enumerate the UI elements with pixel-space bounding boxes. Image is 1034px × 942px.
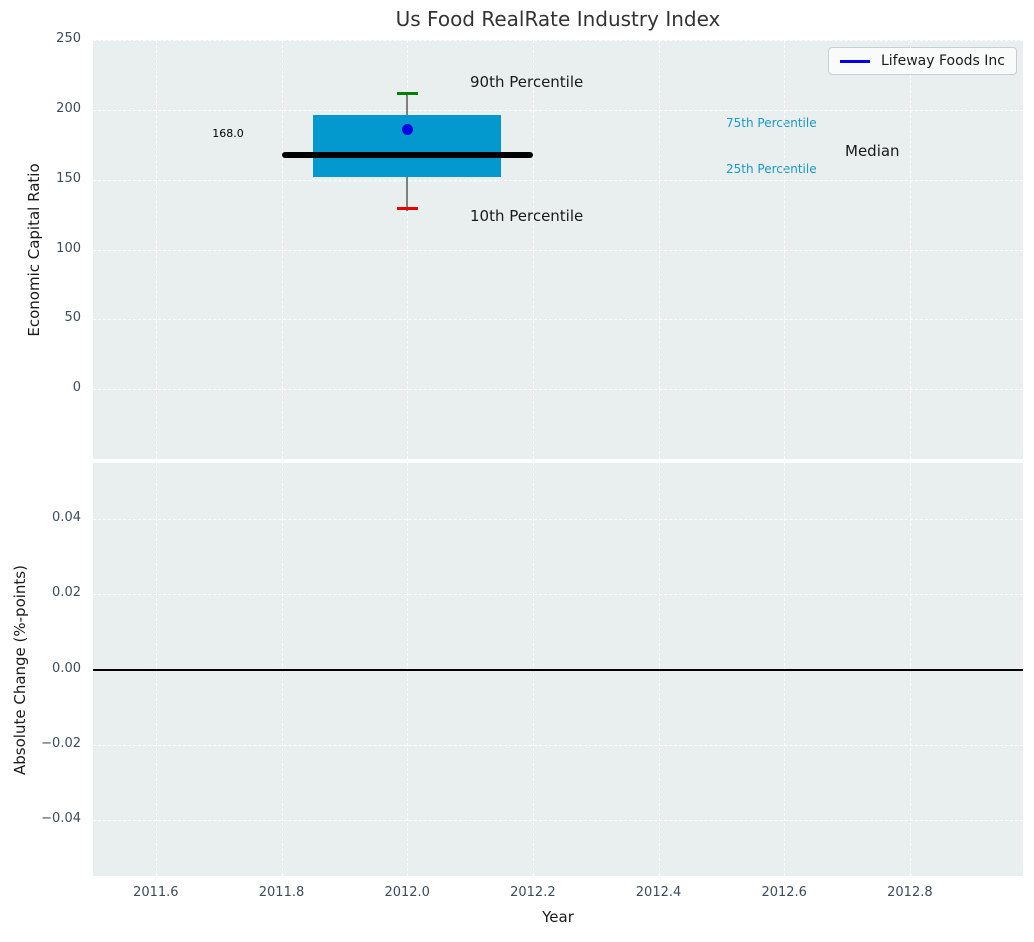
absolute-change-plot bbox=[93, 463, 1023, 876]
median-line bbox=[281, 151, 533, 158]
p90-annotation: 90th Percentile bbox=[470, 73, 584, 91]
y-tick-label: 200 bbox=[56, 100, 81, 116]
p10-annotation: 10th Percentile bbox=[470, 207, 584, 225]
gridline bbox=[93, 519, 1023, 521]
x-axis-label: Year bbox=[542, 908, 574, 926]
x-tick-label: 2011.6 bbox=[133, 885, 179, 900]
zero-line bbox=[93, 668, 1023, 671]
x-tick-label: 2012.8 bbox=[887, 885, 933, 900]
y-tick-label: 250 bbox=[56, 31, 81, 46]
gridline bbox=[93, 319, 1023, 321]
y-tick-label: 0.00 bbox=[52, 660, 81, 676]
y-tick-label: 100 bbox=[56, 240, 81, 256]
p75-annotation: 75th Percentile bbox=[726, 116, 817, 130]
economic-capital-ratio-plot: 168.0 90th Percentile 10th Percentile 75… bbox=[93, 40, 1023, 459]
median-value-label: 168.0 bbox=[212, 127, 244, 140]
legend-line-swatch bbox=[839, 59, 870, 63]
x-tick-label: 2011.8 bbox=[258, 885, 305, 900]
median-annotation: Median bbox=[845, 142, 900, 160]
y-tick-label: 0 bbox=[72, 380, 81, 396]
gridline bbox=[93, 744, 1023, 746]
y-tick-label: −0.02 bbox=[41, 735, 81, 751]
gridline bbox=[93, 594, 1023, 596]
x-tick-label: 2012.0 bbox=[384, 885, 430, 900]
gridline bbox=[93, 819, 1023, 821]
y-tick-label: 0.02 bbox=[52, 585, 81, 601]
gridline bbox=[93, 389, 1023, 391]
lifeway-data-point bbox=[401, 123, 413, 135]
y-tick-label: −0.04 bbox=[41, 810, 81, 826]
legend-label: Lifeway Foods Inc bbox=[880, 53, 1005, 69]
p25-annotation: 25th Percentile bbox=[726, 162, 817, 176]
y-tick-label: 150 bbox=[56, 170, 81, 186]
gridline bbox=[93, 40, 1023, 41]
whisker-cap-90th bbox=[396, 91, 418, 95]
gridline bbox=[93, 249, 1023, 251]
x-tick-label: 2012.2 bbox=[510, 885, 556, 900]
gridline bbox=[93, 109, 1023, 111]
legend: Lifeway Foods Inc bbox=[827, 47, 1017, 75]
x-tick-label: 2012.4 bbox=[635, 885, 682, 900]
gridline bbox=[93, 179, 1023, 181]
whisker-cap-10th bbox=[396, 207, 418, 211]
y-tick-label: 0.04 bbox=[52, 510, 81, 526]
y-tick-label: 50 bbox=[64, 310, 81, 326]
chart-title: Us Food RealRate Industry Index bbox=[395, 7, 721, 31]
x-tick-label: 2012.6 bbox=[761, 885, 807, 900]
